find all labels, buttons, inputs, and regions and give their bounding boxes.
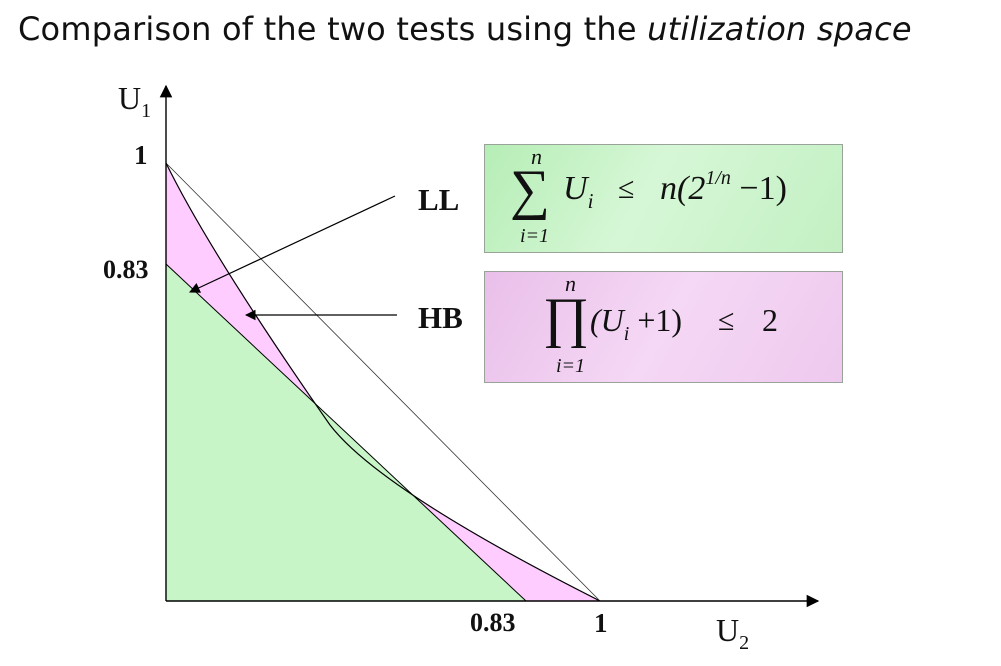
title-emphasis: utilization space [647, 10, 912, 48]
summation-symbol: ∑ [510, 159, 550, 221]
hb-term-pre: (U [590, 302, 624, 338]
x-axis-label: U2 [716, 612, 749, 654]
ll-term: Ui [563, 170, 593, 213]
ll-formula-box [484, 144, 843, 253]
ll-term-var: U [563, 170, 588, 207]
ll-sum-upper: n [531, 144, 542, 169]
y-tick-083: 0.83 [103, 255, 149, 284]
ll-label: LL [418, 182, 460, 217]
hb-relation: ≤ [718, 304, 735, 337]
unit-diagonal-line [165, 162, 601, 602]
ll-rhs-pre: n(2 [660, 170, 706, 207]
y-axis-sub: 1 [141, 100, 152, 122]
x-tick-1: 1 [594, 608, 608, 638]
hb-prod-lower: i=1 [556, 355, 586, 377]
ll-rhs: n(21/n −1) [660, 167, 787, 208]
x-tick-083: 0.83 [470, 608, 516, 637]
x-axis-sub: 2 [739, 632, 750, 654]
ll-rhs-post: −1) [730, 170, 787, 207]
page-title: Comparison of the two tests using the ut… [18, 10, 912, 48]
hb-term: (Ui +1) [590, 302, 683, 345]
hb-formula-box [484, 271, 843, 383]
ll-sum-lower: i=1 [520, 225, 550, 247]
hb-term-post: +1) [629, 302, 683, 338]
hb-prod-upper: n [565, 271, 576, 296]
hb-term-sub: i [623, 323, 630, 345]
ll-term-sub: i [587, 189, 594, 213]
x-axis-var: U [716, 612, 740, 648]
y-axis-var: U [118, 80, 142, 116]
hb-bound-curve [165, 162, 601, 602]
hb-rhs: 2 [762, 302, 778, 338]
product-symbol: ∏ [543, 287, 590, 349]
y-axis-label: U1 [118, 80, 151, 122]
y-tick-1: 1 [134, 140, 148, 170]
hb-label: HB [418, 300, 463, 335]
ll-bound-line [165, 263, 527, 602]
ll-rhs-exp: 1/n [705, 167, 731, 189]
ll-relation: ≤ [618, 172, 635, 205]
ll-pointer-arrow [189, 195, 396, 293]
title-prefix: Comparison of the two tests using the [18, 10, 648, 48]
